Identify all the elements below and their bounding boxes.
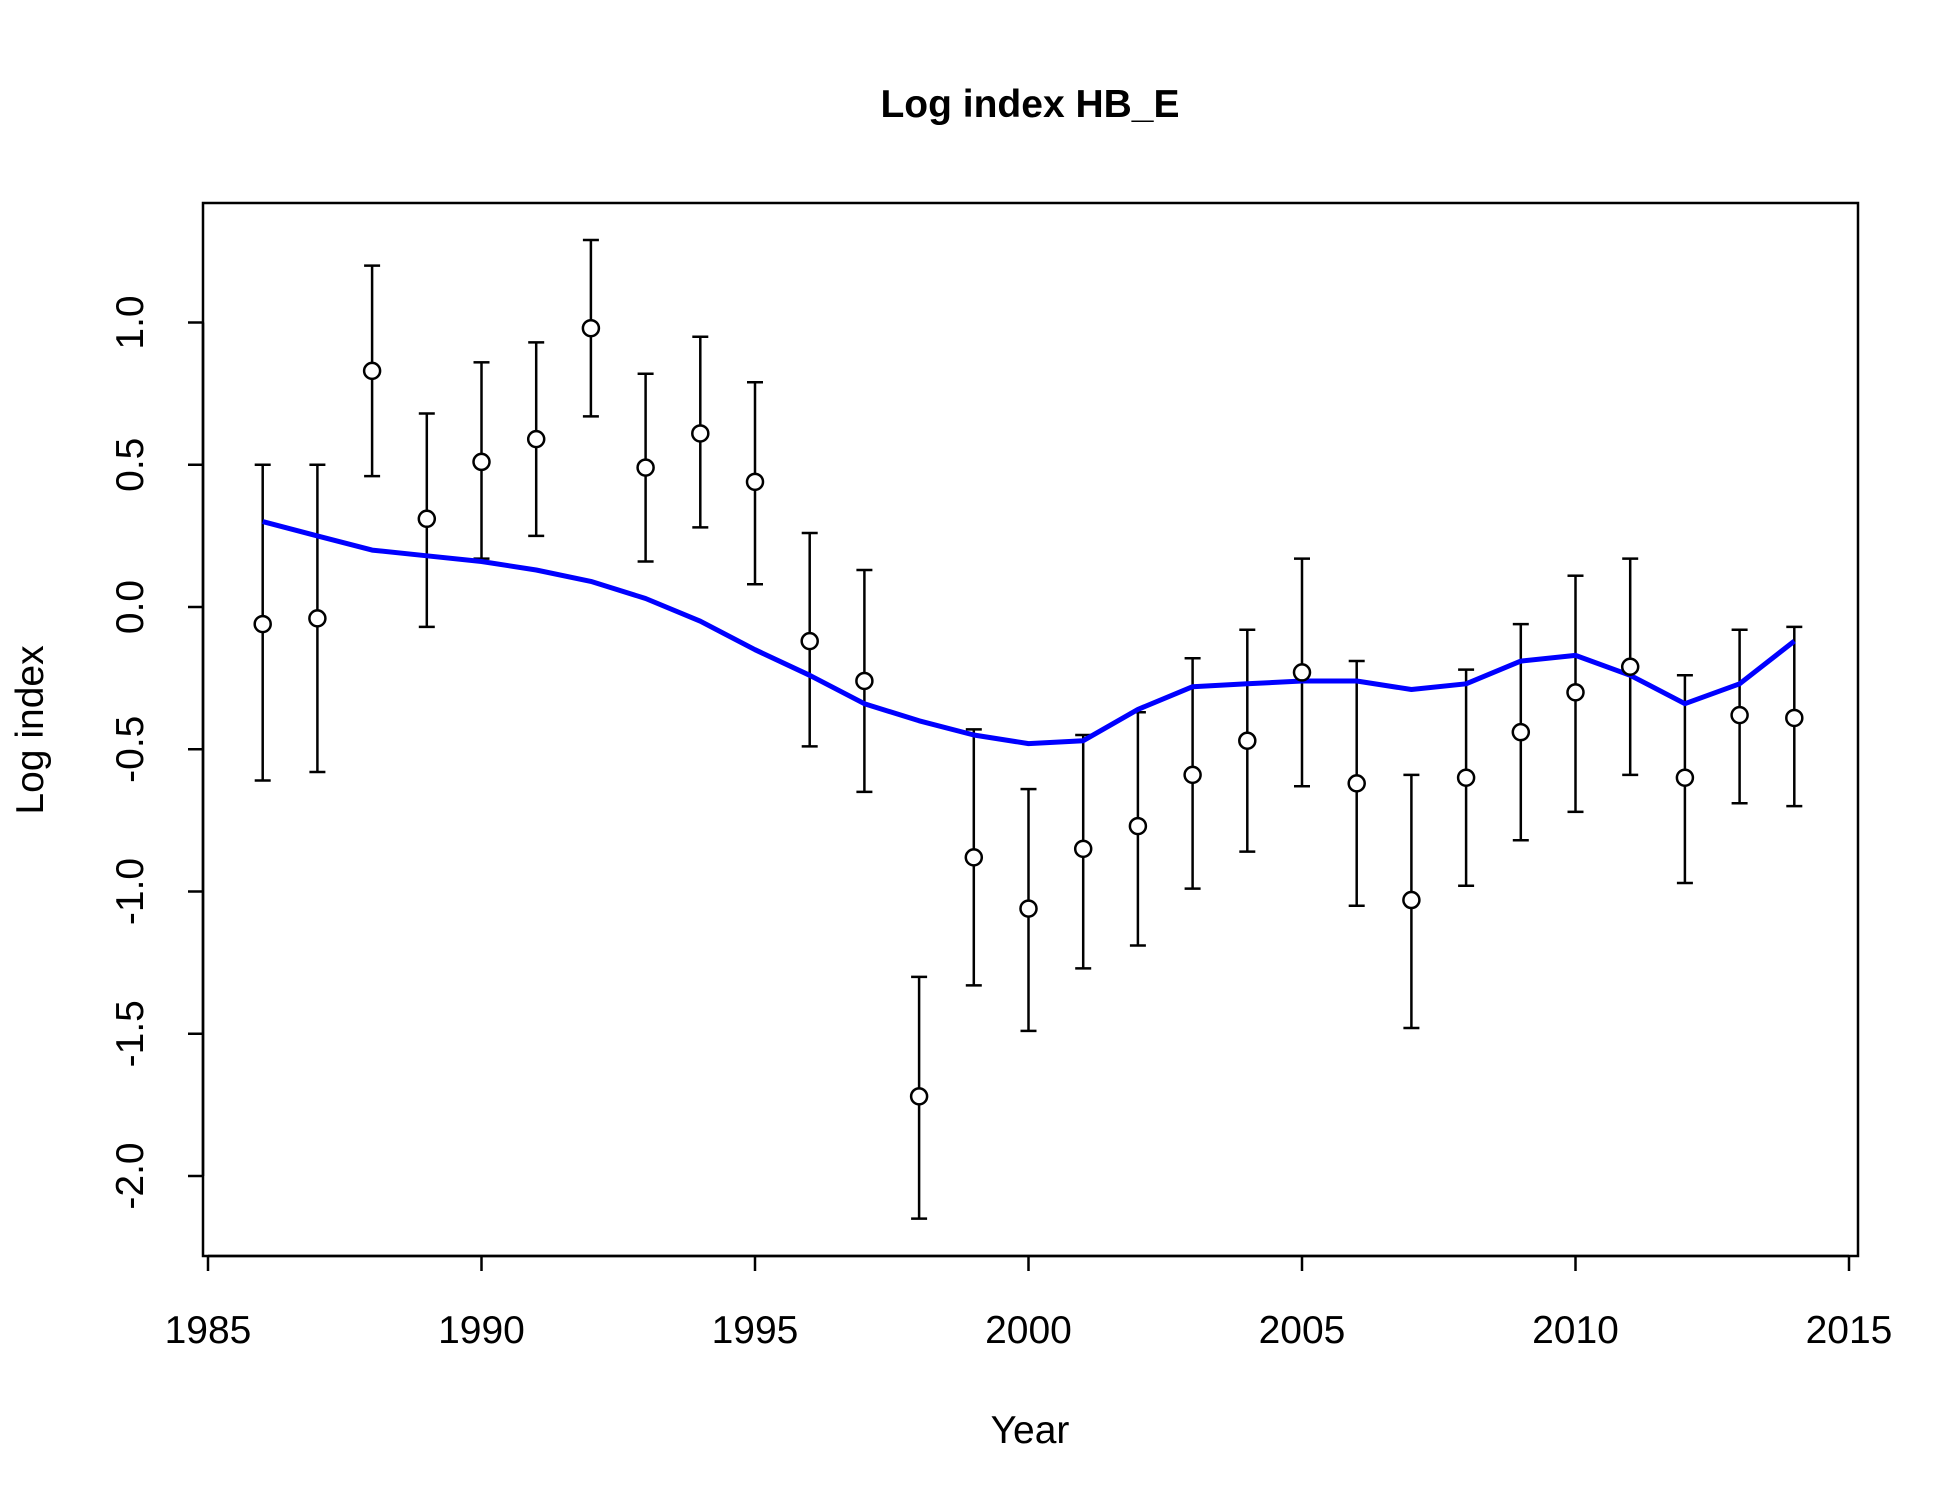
y-tick-label: -1.5 bbox=[109, 1000, 152, 1067]
y-axis-label: Log index bbox=[9, 645, 52, 815]
data-point bbox=[1620, 657, 1640, 676]
y-tick-label: -1.0 bbox=[109, 858, 152, 925]
x-tick-label: 2015 bbox=[1806, 1309, 1893, 1352]
x-tick-label: 1995 bbox=[712, 1309, 799, 1352]
data-point bbox=[1292, 663, 1312, 682]
x-tick-label: 2000 bbox=[985, 1309, 1072, 1352]
data-point bbox=[417, 509, 437, 529]
y-tick-label: -2.0 bbox=[109, 1142, 152, 1209]
data-point bbox=[1675, 768, 1695, 787]
data-point bbox=[1347, 774, 1366, 793]
data-point bbox=[1073, 839, 1093, 859]
data-point bbox=[253, 614, 272, 634]
data-point bbox=[636, 458, 655, 477]
data-point bbox=[308, 609, 327, 628]
data-point bbox=[1019, 899, 1038, 918]
data-point bbox=[855, 671, 874, 691]
data-point bbox=[472, 452, 491, 472]
y-axis: -2.0 -1.5 -1.0 -0.5 0.0 0.5 1.0 bbox=[109, 295, 205, 1210]
x-axis: 1985 1990 1995 2000 2005 2010 2015 bbox=[165, 1254, 1893, 1352]
data-point bbox=[1730, 705, 1749, 725]
data-point bbox=[1566, 683, 1585, 702]
y-tick-label: 1.0 bbox=[109, 295, 152, 349]
fitted-line bbox=[262, 519, 1796, 747]
data-point bbox=[526, 429, 546, 449]
plot-frame bbox=[201, 201, 1860, 1258]
data-point bbox=[1238, 731, 1257, 750]
x-axis-label: Year bbox=[991, 1409, 1070, 1452]
data-point bbox=[1128, 816, 1148, 836]
data-point bbox=[909, 1087, 929, 1106]
data-point bbox=[1511, 722, 1531, 742]
y-tick-label: 0.0 bbox=[109, 580, 152, 634]
data-point bbox=[1456, 768, 1476, 787]
y-tick-label: 0.5 bbox=[109, 438, 152, 492]
data-point bbox=[745, 472, 765, 492]
data-point bbox=[1402, 890, 1421, 910]
y-tick-label: -0.5 bbox=[109, 716, 152, 783]
x-tick-label: 2010 bbox=[1532, 1309, 1619, 1352]
data-point bbox=[691, 424, 710, 443]
data-point bbox=[1785, 708, 1804, 728]
data-point bbox=[1183, 765, 1202, 785]
data-point bbox=[362, 361, 382, 381]
error-bars bbox=[254, 238, 1803, 1220]
chart-title: Log index HB_E bbox=[880, 83, 1179, 126]
x-tick-label: 1990 bbox=[438, 1309, 525, 1352]
data-point bbox=[964, 848, 984, 867]
observed-points bbox=[253, 318, 1804, 1106]
data-point bbox=[800, 631, 819, 651]
fitted-line-group bbox=[262, 519, 1796, 747]
x-tick-label: 2005 bbox=[1259, 1309, 1346, 1352]
x-tick-label: 1985 bbox=[165, 1309, 252, 1352]
data-point bbox=[581, 318, 601, 338]
